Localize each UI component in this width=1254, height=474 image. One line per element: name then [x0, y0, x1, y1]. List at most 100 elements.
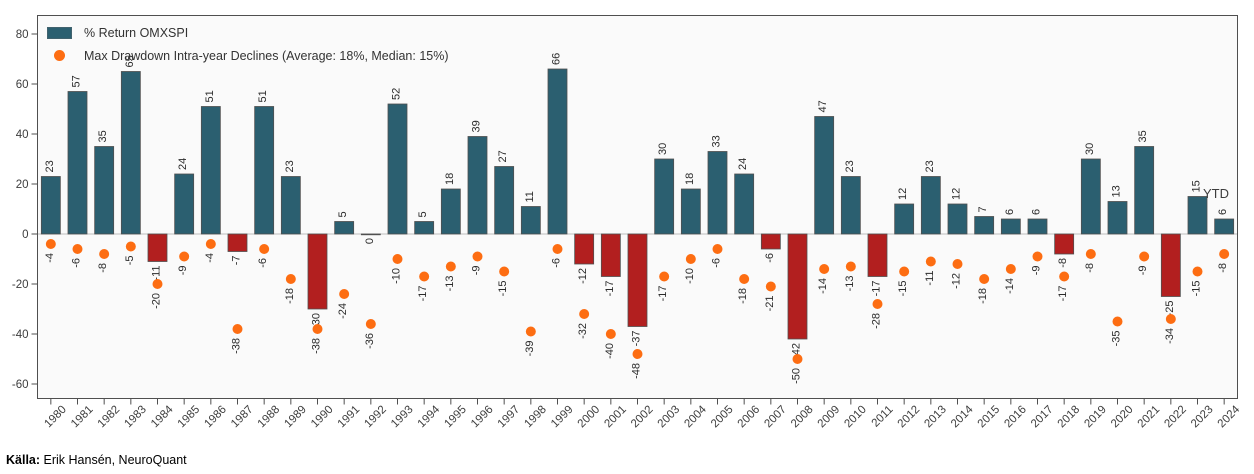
drawdown-label-1989: -18 — [284, 288, 296, 304]
drawdown-label-1992: -36 — [364, 333, 376, 349]
bar-1990 — [307, 233, 328, 310]
drawdown-label-2012: -15 — [897, 281, 909, 297]
drawdown-label-2004: -10 — [684, 268, 696, 284]
x-tick-label-1980: 1980 — [42, 404, 69, 431]
y-tick-label: 40 — [16, 129, 29, 141]
bar-label-2012: 12 — [897, 188, 909, 200]
bar-label-2011: -17 — [871, 281, 883, 297]
drawdown-dot-1998 — [525, 326, 536, 337]
bar-label-1993: 52 — [391, 88, 403, 100]
bar-1980 — [40, 176, 61, 235]
bar-label-2024: 6 — [1217, 209, 1229, 215]
drawdown-label-1991: -24 — [337, 303, 349, 319]
bar-label-2013: 23 — [924, 160, 936, 172]
drawdown-label-2013: -11 — [924, 271, 936, 286]
x-tick-label-1988: 1988 — [256, 404, 283, 431]
bar-1985 — [174, 173, 195, 235]
x-tick-label-1985: 1985 — [176, 404, 203, 431]
bar-label-2007: -6 — [764, 253, 776, 263]
bar-label-2002: -37 — [631, 331, 643, 347]
drawdown-dot-2024 — [1219, 249, 1230, 259]
bar-2003 — [654, 158, 675, 235]
bar-label-1994: 5 — [417, 211, 429, 217]
x-tick-label-1992: 1992 — [362, 404, 389, 431]
x-tick-label-2008: 2008 — [789, 404, 816, 431]
drawdown-label-1997: -15 — [497, 280, 509, 296]
bar-1998 — [520, 206, 541, 235]
x-tick-label-2015: 2015 — [976, 404, 1003, 431]
drawdown-dot-1997 — [499, 266, 510, 277]
drawdown-dot-1988 — [259, 244, 270, 254]
x-tick-label-2012: 2012 — [896, 404, 923, 431]
bar-2020 — [1107, 201, 1128, 235]
drawdown-label-2016: -14 — [1004, 278, 1016, 294]
bar-2015 — [974, 216, 995, 235]
y-tick-label: 80 — [16, 29, 29, 41]
bar-1999 — [547, 68, 568, 235]
bar-label-2017: 6 — [1031, 209, 1043, 215]
bar-label-2022: -25 — [1164, 301, 1176, 317]
bar-2022 — [1160, 233, 1181, 297]
x-tick-label-2021: 2021 — [1136, 404, 1163, 431]
drawdown-dot-2006 — [739, 274, 750, 284]
bar-2007 — [760, 233, 781, 250]
bar-2008 — [787, 233, 808, 340]
x-tick-label-2020: 2020 — [1109, 404, 1136, 431]
drawdown-dot-1995 — [445, 261, 456, 272]
bar-label-1996: 39 — [471, 120, 483, 132]
drawdown-label-1998: -39 — [524, 341, 536, 357]
bar-label-2010: 23 — [844, 160, 856, 172]
drawdown-label-1981: -6 — [71, 258, 83, 268]
drawdown-dot-2003 — [659, 271, 670, 282]
x-tick-label-2023: 2023 — [1189, 404, 1216, 431]
drawdown-label-2019: -8 — [1084, 263, 1096, 273]
y-tick-label: -40 — [12, 329, 29, 341]
drawdown-label-1986: -4 — [204, 253, 216, 263]
drawdown-dot-1983 — [125, 241, 136, 252]
drawdown-label-2020: -35 — [1111, 331, 1123, 347]
drawdown-label-1996: -9 — [471, 266, 483, 276]
legend-item-drawdown: Max Drawdown Intra-year Declines (Averag… — [47, 44, 449, 67]
drawdown-dot-1992 — [365, 319, 376, 329]
x-tick-label-1998: 1998 — [522, 404, 549, 431]
bar-label-2020: 13 — [1111, 185, 1123, 197]
bar-label-2003: 30 — [657, 143, 669, 155]
x-tick-label-2010: 2010 — [842, 404, 869, 431]
drawdown-label-2002: -48 — [631, 363, 643, 379]
y-tick-label: -20 — [12, 279, 29, 291]
bar-2005 — [707, 151, 728, 235]
drawdown-dot-1987 — [232, 324, 243, 334]
x-tick-label-2011: 2011 — [870, 404, 896, 430]
bar-label-1986: 51 — [204, 90, 216, 102]
plot-area — [37, 15, 1238, 399]
drawdown-label-1983: -5 — [124, 256, 136, 266]
bar-label-1980: 23 — [44, 160, 56, 172]
drawdown-dot-2004 — [685, 254, 696, 264]
drawdown-dot-2020 — [1112, 316, 1123, 327]
drawdown-label-2021: -9 — [1137, 266, 1149, 276]
bar-label-1981: 57 — [71, 75, 83, 87]
x-tick-label-2017: 2017 — [1029, 404, 1056, 431]
source-footer: Källa: Erik Hansén, NeuroQuant — [6, 453, 187, 467]
drawdown-label-1985: -9 — [177, 266, 189, 276]
drawdown-dot-2015 — [979, 274, 990, 284]
bar-2017 — [1027, 218, 1048, 235]
x-tick-label-2001: 2001 — [602, 404, 629, 431]
drawdown-dot-2005 — [712, 244, 723, 254]
x-tick-label-2014: 2014 — [949, 403, 976, 430]
x-tick-label-2000: 2000 — [576, 404, 603, 431]
bar-1987 — [227, 233, 248, 252]
drawdown-dot-2010 — [845, 261, 856, 272]
drawdown-label-2010: -13 — [844, 276, 856, 292]
drawdown-label-1987: -38 — [231, 338, 243, 354]
drawdown-label-1994: -17 — [417, 286, 429, 302]
bar-label-2018: -8 — [1057, 258, 1069, 268]
return-series-swatch-icon — [47, 26, 72, 39]
drawdown-dot-2008 — [792, 354, 803, 364]
drawdown-dot-2009 — [819, 264, 830, 274]
bar-1988 — [254, 106, 275, 235]
bar-label-2015: 7 — [977, 206, 989, 212]
x-tick-label-1991: 1991 — [336, 404, 363, 431]
drawdown-dot-2014 — [952, 259, 963, 269]
